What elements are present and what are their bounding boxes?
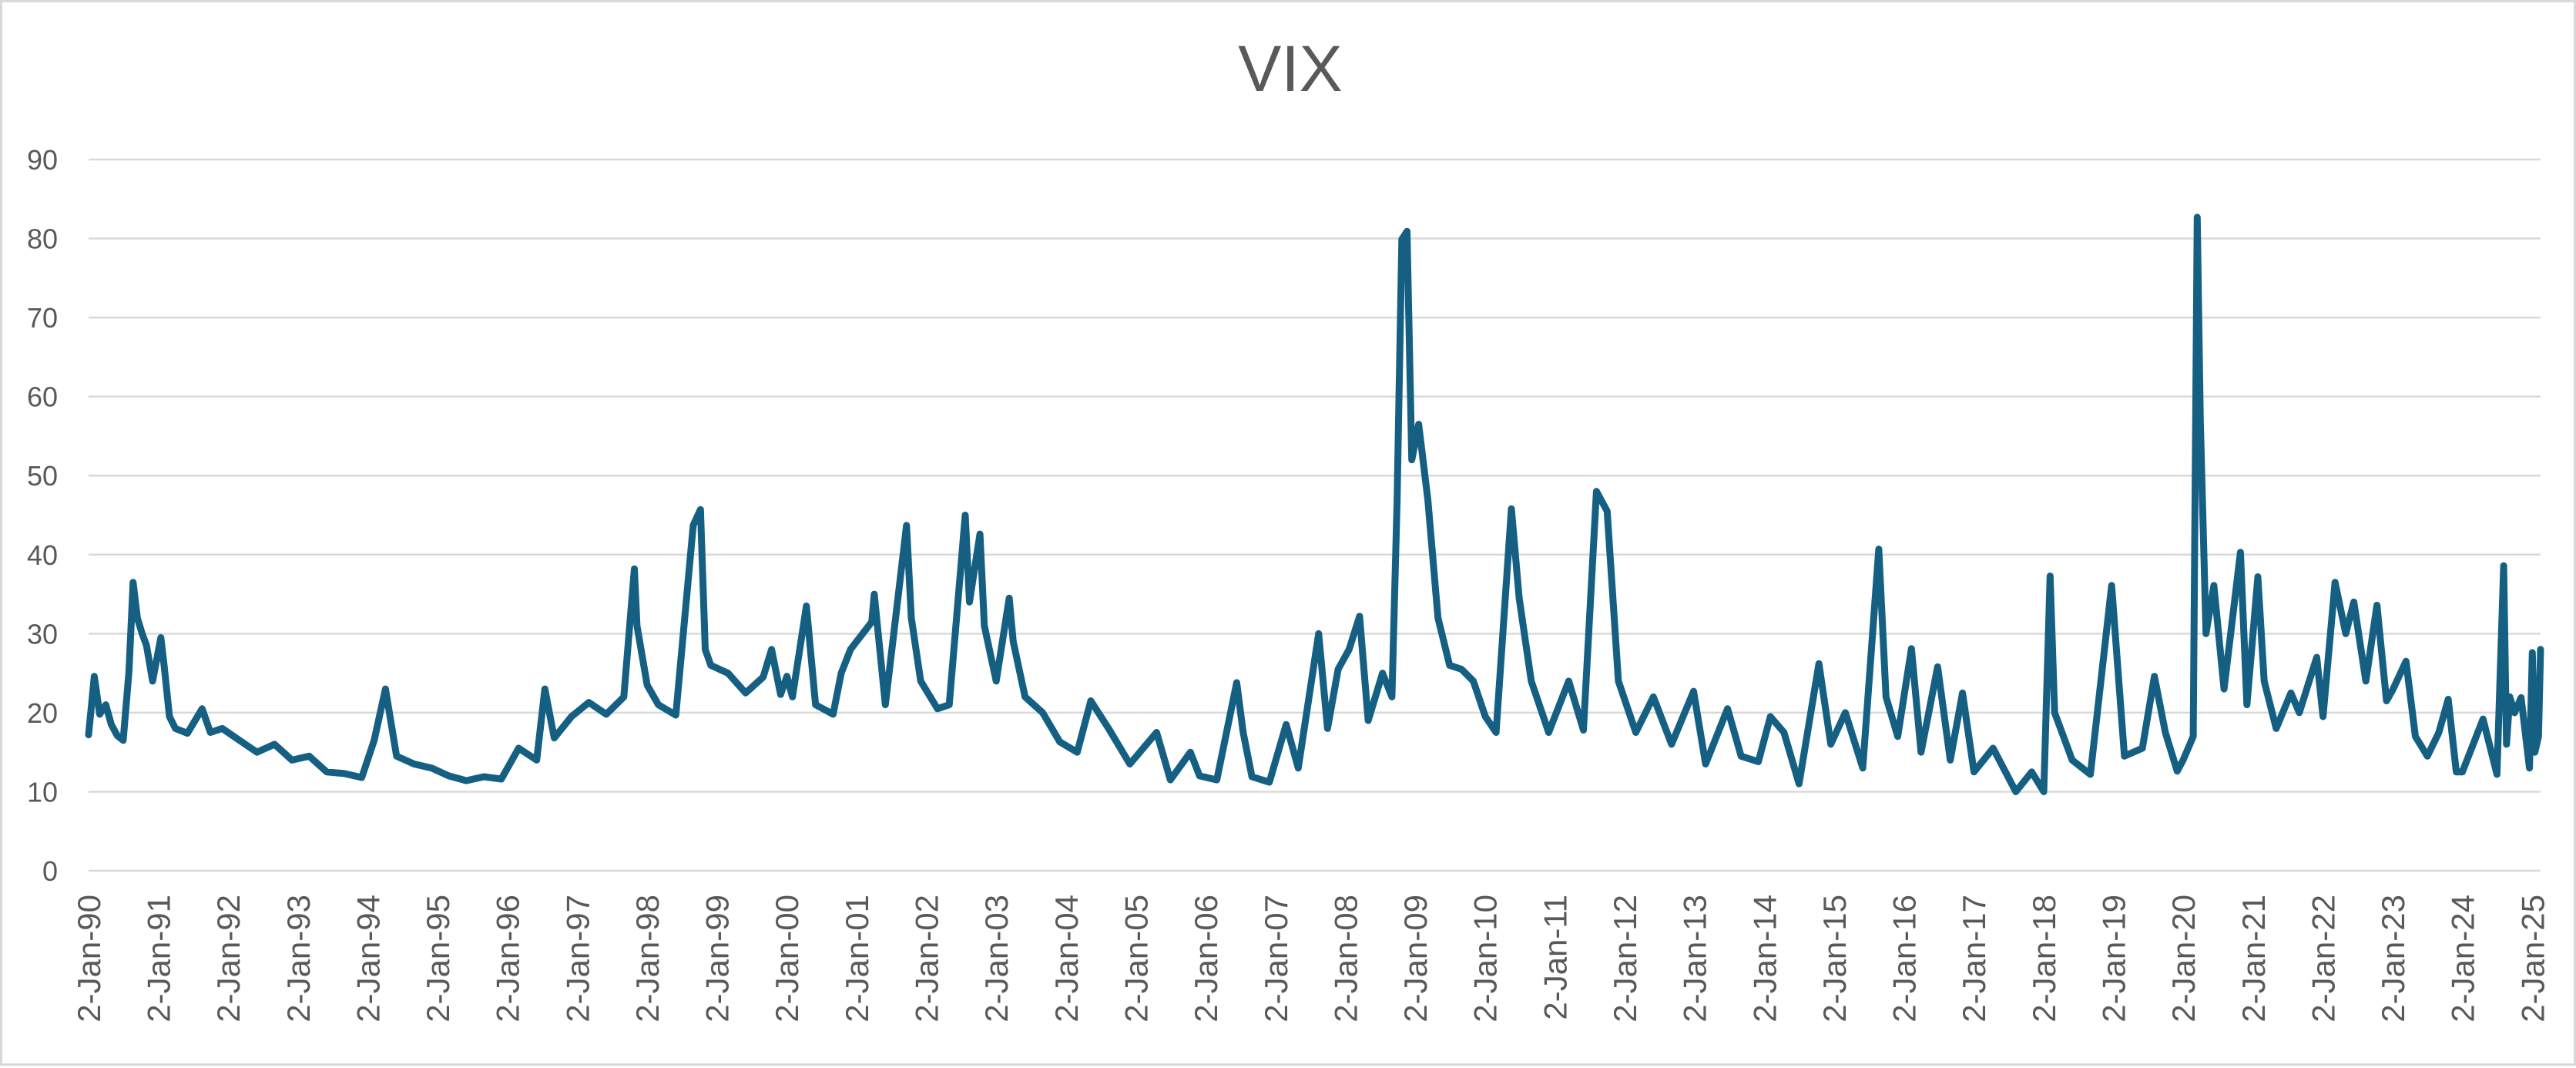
x-tick-label: 2-Jan-12 xyxy=(1607,895,1643,1023)
x-axis: 2-Jan-90 2-Jan-91 2-Jan-92 2-Jan-93 2-Jan-94… xyxy=(71,895,2551,1023)
x-tick-label: 2-Jan-15 xyxy=(1816,895,1853,1023)
x-tick-label: 2-Jan-21 xyxy=(2236,895,2272,1023)
x-tick-label: 2-Jan-08 xyxy=(1327,895,1363,1023)
y-tick-label: 80 xyxy=(27,223,58,255)
x-tick-label: 2-Jan-04 xyxy=(1048,895,1085,1023)
x-tick-label: 2-Jan-25 xyxy=(2514,895,2551,1023)
y-tick-label: 30 xyxy=(27,618,58,650)
x-tick-label: 2-Jan-00 xyxy=(769,895,805,1023)
x-tick-label: 2-Jan-09 xyxy=(1397,895,1434,1023)
x-tick-label: 2-Jan-13 xyxy=(1677,895,1713,1023)
x-tick-label: 2-Jan-05 xyxy=(1119,895,1155,1023)
y-tick-label: 10 xyxy=(27,776,58,808)
x-tick-label: 2-Jan-90 xyxy=(71,895,107,1023)
y-axis: 0 10 20 30 40 50 60 70 80 90 xyxy=(27,144,58,887)
x-tick-label: 2-Jan-22 xyxy=(2305,895,2341,1023)
x-tick-label: 2-Jan-17 xyxy=(1956,895,1992,1023)
x-tick-label: 2-Jan-01 xyxy=(839,895,875,1023)
x-tick-label: 2-Jan-93 xyxy=(280,895,317,1023)
x-tick-label: 2-Jan-10 xyxy=(1467,895,1504,1023)
x-tick-label: 2-Jan-23 xyxy=(2375,895,2411,1023)
x-tick-label: 2-Jan-98 xyxy=(629,895,666,1023)
gridlines xyxy=(89,158,2541,872)
x-tick-label: 2-Jan-02 xyxy=(909,895,945,1023)
x-tick-label: 2-Jan-94 xyxy=(351,895,387,1023)
x-tick-label: 2-Jan-96 xyxy=(490,895,526,1023)
y-tick-label: 40 xyxy=(27,539,58,571)
x-tick-label: 2-Jan-99 xyxy=(699,895,736,1023)
x-tick-label: 2-Jan-14 xyxy=(1746,895,1783,1023)
x-tick-label: 2-Jan-91 xyxy=(141,895,177,1023)
y-tick-label: 70 xyxy=(27,302,58,334)
x-tick-label: 2-Jan-16 xyxy=(1886,895,1922,1023)
x-tick-label: 2-Jan-18 xyxy=(2026,895,2062,1023)
x-tick-label: 2-Jan-24 xyxy=(2445,895,2481,1023)
y-tick-label: 0 xyxy=(42,855,58,887)
y-tick-label: 50 xyxy=(27,460,58,492)
y-tick-label: 90 xyxy=(27,144,58,176)
x-tick-label: 2-Jan-07 xyxy=(1258,895,1294,1023)
series-line-vix xyxy=(85,213,2544,795)
x-tick-label: 2-Jan-19 xyxy=(2095,895,2132,1023)
y-tick-label: 20 xyxy=(27,697,58,729)
x-tick-label: 2-Jan-97 xyxy=(560,895,596,1023)
x-tick-label: 2-Jan-06 xyxy=(1188,895,1224,1023)
chart-title: VIX xyxy=(1238,32,1343,105)
x-tick-label: 2-Jan-11 xyxy=(1537,895,1573,1020)
x-tick-label: 2-Jan-20 xyxy=(2165,895,2202,1023)
x-tick-label: 2-Jan-95 xyxy=(420,895,456,1023)
y-tick-label: 60 xyxy=(27,381,58,413)
series-layer xyxy=(85,213,2544,795)
x-tick-label: 2-Jan-03 xyxy=(978,895,1015,1023)
x-tick-label: 2-Jan-92 xyxy=(210,895,247,1023)
